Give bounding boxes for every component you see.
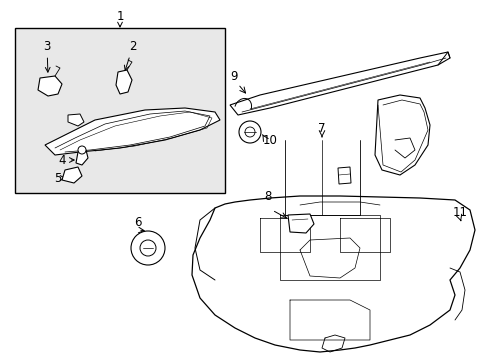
Text: 9: 9 — [230, 69, 237, 82]
Text: 11: 11 — [451, 206, 467, 219]
Polygon shape — [76, 150, 88, 165]
Text: 6: 6 — [134, 216, 142, 229]
Polygon shape — [45, 108, 220, 155]
Text: 3: 3 — [43, 40, 51, 72]
Polygon shape — [38, 76, 62, 96]
Circle shape — [131, 231, 164, 265]
Text: 8: 8 — [264, 189, 271, 202]
Polygon shape — [287, 214, 313, 233]
Text: 4: 4 — [58, 153, 74, 166]
Circle shape — [78, 146, 86, 154]
Text: 10: 10 — [262, 134, 277, 147]
Text: 1: 1 — [116, 9, 123, 27]
Polygon shape — [62, 167, 82, 183]
Polygon shape — [192, 196, 474, 352]
Text: 5: 5 — [54, 171, 65, 184]
Text: 2: 2 — [124, 40, 137, 70]
Text: 7: 7 — [318, 122, 325, 135]
Circle shape — [239, 121, 261, 143]
Polygon shape — [374, 95, 429, 175]
Circle shape — [244, 127, 254, 137]
Polygon shape — [229, 52, 449, 115]
Circle shape — [140, 240, 156, 256]
Polygon shape — [116, 70, 132, 94]
Polygon shape — [337, 167, 350, 184]
Polygon shape — [68, 114, 84, 126]
FancyBboxPatch shape — [15, 28, 224, 193]
